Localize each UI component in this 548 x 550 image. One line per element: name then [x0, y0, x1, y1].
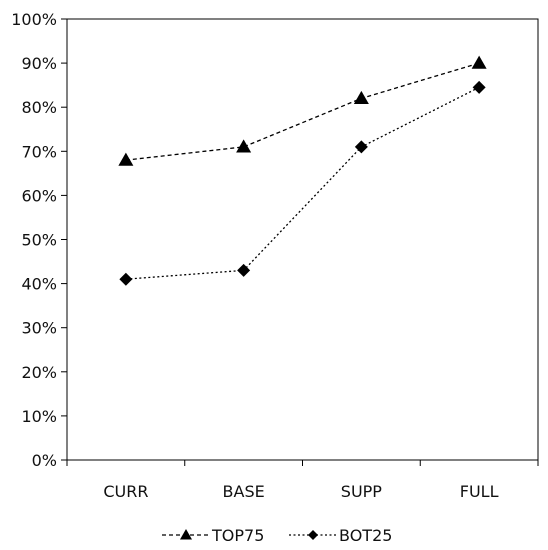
- data-point-bot25: [354, 140, 368, 154]
- legend-item-bot25: BOT25: [289, 526, 392, 545]
- x-tick-label: SUPP: [341, 482, 383, 501]
- x-axis-ticks: CURR BASE SUPP FULL: [66, 460, 539, 501]
- y-tick-label: 90%: [21, 54, 57, 73]
- y-tick-label: 0%: [32, 451, 57, 470]
- data-point-bot25: [119, 272, 133, 286]
- y-axis-ticks: 0% 10% 20% 30% 40% 50% 60% 70% 80% 90% 100%: [11, 10, 67, 470]
- series-top75: [118, 55, 487, 166]
- series-bot25: [119, 80, 486, 286]
- data-point-top75: [471, 55, 487, 69]
- y-tick-label: 80%: [21, 98, 57, 117]
- legend-marker-triangle: [180, 529, 192, 540]
- data-point-top75: [118, 152, 134, 166]
- y-tick-label: 50%: [21, 231, 57, 250]
- y-tick-label: 100%: [11, 10, 57, 29]
- legend-item-top75: TOP75: [162, 526, 264, 545]
- y-tick-label: 10%: [21, 407, 57, 426]
- y-tick-label: 70%: [21, 142, 57, 161]
- legend-marker-diamond: [308, 530, 318, 540]
- y-tick-label: 40%: [21, 275, 57, 294]
- legend-label-top75: TOP75: [211, 526, 264, 545]
- x-tick-label: BASE: [223, 482, 265, 501]
- legend: TOP75 BOT25: [162, 526, 392, 545]
- data-point-top75: [353, 90, 369, 105]
- y-tick-label: 20%: [21, 363, 57, 382]
- x-tick-label: CURR: [103, 482, 148, 501]
- data-point-bot25: [472, 80, 486, 94]
- legend-label-bot25: BOT25: [339, 526, 392, 545]
- series-line-top75: [125, 62, 480, 161]
- plot-area: [66, 18, 539, 461]
- series-line-bot25: [125, 86, 480, 280]
- data-point-bot25: [237, 263, 251, 277]
- y-tick-label: 30%: [21, 319, 57, 338]
- series-layer: [118, 55, 487, 286]
- x-tick-label: FULL: [460, 482, 499, 501]
- data-point-top75: [236, 139, 252, 153]
- y-tick-label: 60%: [21, 186, 57, 205]
